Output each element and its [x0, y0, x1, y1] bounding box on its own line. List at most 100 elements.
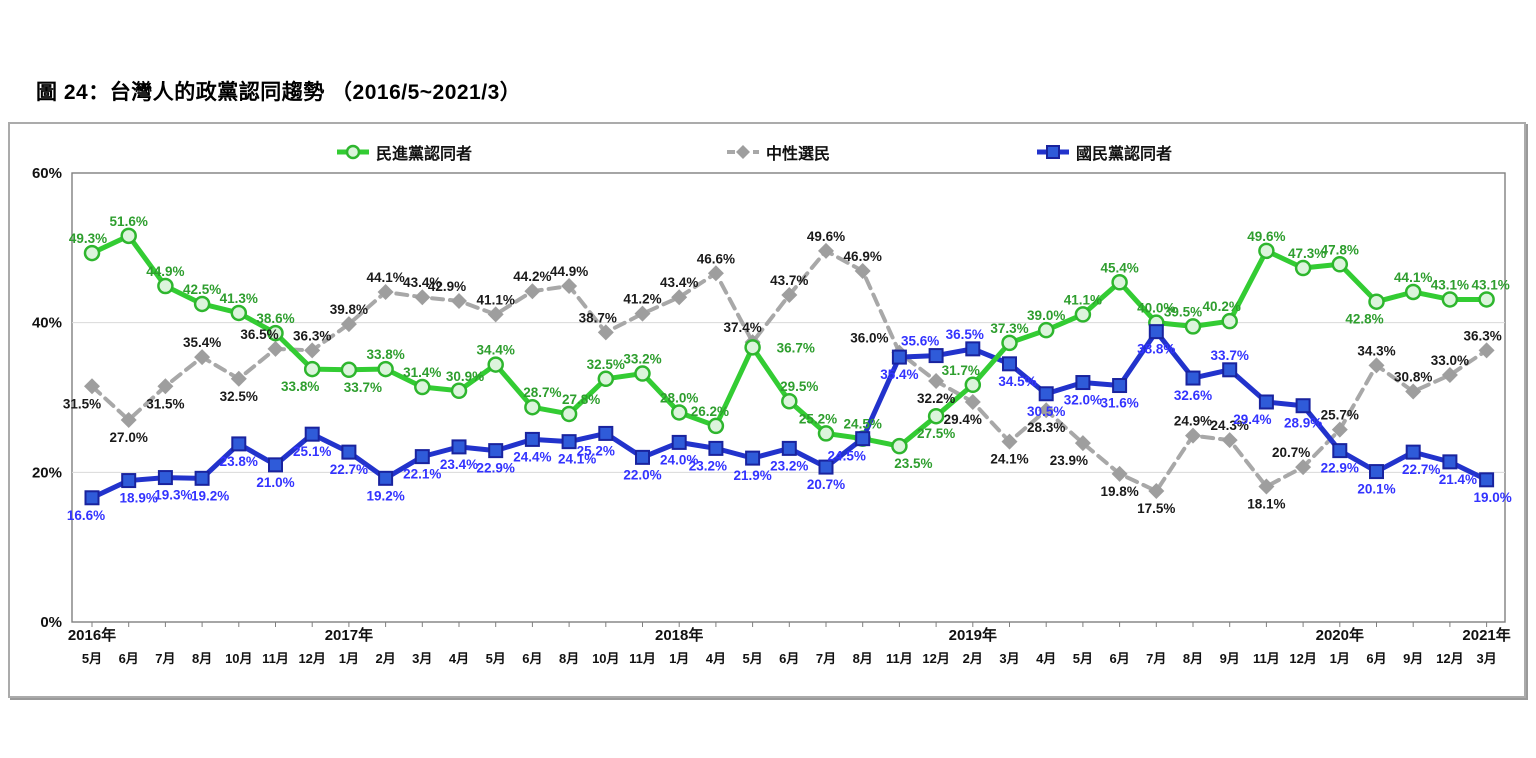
neutral-point [671, 289, 688, 306]
neutral-value-label: 42.9% [428, 279, 466, 294]
kmt-value-label: 20.1% [1357, 482, 1395, 497]
x-axis-month-label: 11月 [1253, 651, 1280, 666]
kmt-value-label: 19.0% [1473, 490, 1511, 505]
kmt-value-label: 32.6% [1174, 388, 1212, 403]
neutral-point [1441, 367, 1458, 384]
neutral-value-label: 25.7% [1321, 408, 1359, 423]
x-axis-month-label: 7月 [1146, 651, 1166, 666]
kmt-point [451, 439, 467, 455]
dpp-point [670, 404, 688, 421]
kmt-value-label: 24.0% [660, 452, 698, 467]
dpp-value-label: 44.1% [1394, 270, 1432, 285]
kmt-point [1369, 464, 1384, 480]
dpp-value-label: 25.2% [799, 411, 837, 426]
neutral-point [1478, 342, 1495, 359]
dpp-value-label: 51.6% [110, 214, 148, 229]
neutral-value-label: 30.8% [1394, 370, 1432, 385]
kmt-value-label: 35.6% [901, 334, 939, 349]
x-axis-month-label: 5月 [742, 651, 762, 666]
kmt-value-label: 31.6% [1100, 396, 1138, 411]
y-axis-label: 40% [32, 315, 62, 332]
kmt-point [1148, 324, 1164, 340]
neutral-point [304, 342, 321, 359]
dpp-value-label: 29.5% [780, 379, 818, 394]
neutral-point [707, 265, 724, 282]
neutral-value-label: 36.5% [240, 327, 278, 342]
kmt-value-label: 23.4% [440, 457, 478, 472]
x-axis-month-label: 11月 [262, 651, 289, 666]
dpp-value-label: 34.4% [477, 343, 515, 358]
neutral-value-label: 23.9% [1050, 453, 1088, 468]
dpp-value-label: 39.5% [1164, 304, 1202, 319]
neutral-value-label: 46.9% [844, 249, 882, 264]
neutral-point [230, 370, 247, 387]
neutral-value-label: 29.4% [944, 412, 982, 427]
x-axis-month-label: 12月 [922, 651, 949, 666]
dpp-point [891, 437, 908, 455]
x-axis-month-label: 3月 [412, 651, 432, 666]
dpp-value-label: 31.7% [942, 363, 980, 378]
kmt-value-label: 21.4% [1439, 472, 1477, 487]
dpp-point [414, 378, 431, 396]
neutral-point [451, 292, 467, 309]
neutral-value-label: 19.8% [1100, 484, 1138, 499]
kmt-point [891, 349, 907, 365]
kmt-point [84, 490, 100, 506]
dpp-value-label: 38.6% [256, 311, 294, 326]
neutral-point [487, 306, 504, 323]
x-axis-month-label: 3月 [1476, 651, 1496, 666]
kmt-value-label: 32.0% [1064, 393, 1102, 408]
legend-item-kmt: 國民黨認同者 [1036, 140, 1172, 164]
dpp-value-label: 28.7% [523, 385, 561, 400]
kmt-point [524, 431, 540, 447]
neutral-point [964, 393, 981, 410]
kmt-value-label: 22.7% [330, 462, 368, 477]
dpp-point [450, 382, 468, 400]
dpp-value-label: 27.8% [562, 392, 600, 407]
dpp-value-label: 47.8% [1321, 242, 1359, 257]
dpp-value-label: 33.8% [281, 379, 319, 394]
x-axis-month-label: 2月 [375, 651, 395, 666]
dpp-point [1258, 242, 1275, 260]
x-axis-month-label: 5月 [486, 651, 506, 666]
kmt-point [1332, 443, 1348, 459]
kmt-value-label: 19.3% [154, 488, 192, 503]
kmt-point [965, 341, 981, 357]
x-axis-month-label: 1月 [339, 651, 359, 666]
x-axis-year-label: 2020年 [1316, 626, 1364, 644]
x-axis-month-label: 4月 [449, 651, 469, 666]
kmt-point [671, 434, 687, 450]
neutral-value-label: 32.5% [220, 389, 258, 404]
kmt-value-label: 34.5% [998, 374, 1036, 389]
chart-figure-box [8, 122, 1526, 698]
dpp-value-label: 47.3% [1288, 246, 1326, 261]
neutral-point [1074, 435, 1091, 452]
neutral-value-label: 17.5% [1137, 501, 1175, 516]
neutral-value-label: 27.0% [110, 430, 148, 445]
kmt-point [1185, 370, 1201, 386]
neutral-value-label: 36.0% [850, 331, 888, 346]
x-axis-year-label: 2016年 [68, 626, 116, 644]
dpp-value-label: 31.4% [403, 365, 441, 380]
neutral-point [120, 411, 137, 428]
x-axis-month-label: 5月 [82, 651, 102, 666]
neutral-line-marker-icon [727, 145, 759, 159]
y-axis-label: 60% [32, 165, 62, 182]
neutral-point [377, 283, 394, 300]
neutral-value-label: 39.8% [330, 302, 368, 317]
neutral-value-label: 24.9% [1174, 414, 1212, 429]
neutral-point [1038, 402, 1055, 419]
dpp-value-label: 40.0% [1137, 301, 1175, 316]
dpp-point [193, 295, 211, 313]
neutral-point [634, 305, 651, 322]
x-axis-month-label: 11月 [886, 651, 913, 666]
neutral-point [1185, 427, 1201, 444]
dpp-point [1441, 291, 1459, 308]
kmt-value-label: 21.9% [733, 468, 771, 483]
dpp-value-label: 37.3% [990, 321, 1028, 336]
dpp-value-label: 40.2% [1203, 299, 1241, 314]
x-axis-month-label: 8月 [853, 651, 873, 666]
kmt-line-marker-icon [1037, 145, 1069, 159]
